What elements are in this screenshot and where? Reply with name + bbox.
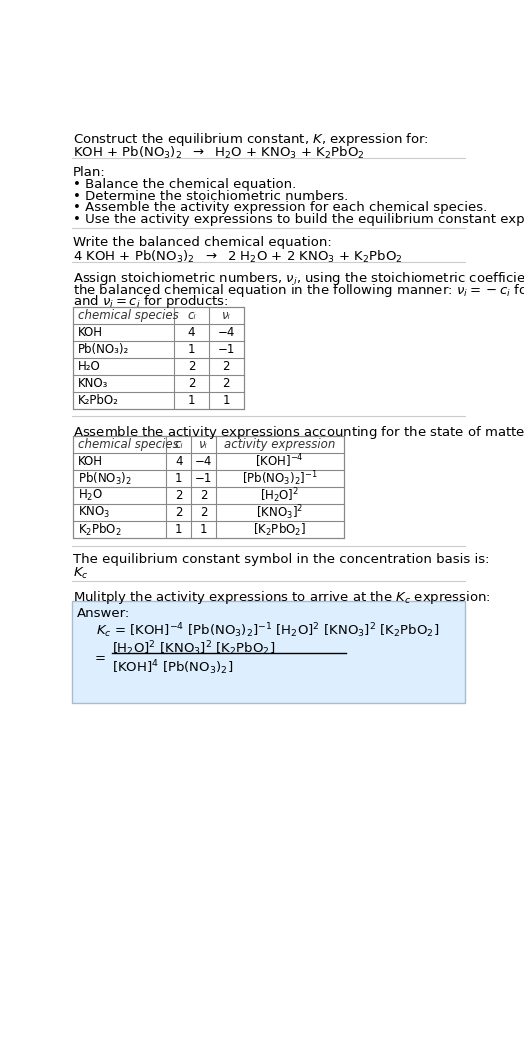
Text: KOH + Pb(NO$_3$)$_2$  $\rightarrow$  H$_2$O + KNO$_3$ + K$_2$PbO$_2$: KOH + Pb(NO$_3$)$_2$ $\rightarrow$ H$_2$…	[73, 144, 365, 161]
Text: KNO$_3$: KNO$_3$	[78, 505, 110, 521]
Text: the balanced chemical equation in the following manner: $\nu_i = -c_i$ for react: the balanced chemical equation in the fo…	[73, 281, 524, 299]
Text: 1: 1	[188, 394, 195, 407]
Text: 1: 1	[200, 523, 207, 536]
Text: Pb(NO$_3$)$_2$: Pb(NO$_3$)$_2$	[78, 471, 132, 486]
FancyBboxPatch shape	[72, 601, 465, 703]
Text: activity expression: activity expression	[224, 439, 335, 451]
Text: −1: −1	[217, 343, 235, 356]
Text: Assemble the activity expressions accounting for the state of matter and $\nu_i$: Assemble the activity expressions accoun…	[73, 424, 524, 441]
Text: [H$_2$O]$^2$ [KNO$_3$]$^2$ [K$_2$PbO$_2$]: [H$_2$O]$^2$ [KNO$_3$]$^2$ [K$_2$PbO$_2$…	[112, 640, 275, 658]
Text: Write the balanced chemical equation:: Write the balanced chemical equation:	[73, 236, 332, 249]
Text: cᵢ: cᵢ	[174, 439, 183, 451]
Text: H₂O: H₂O	[78, 360, 101, 372]
Text: H$_2$O: H$_2$O	[78, 488, 103, 503]
Text: [Pb(NO$_3$)$_2$]$^{-1}$: [Pb(NO$_3$)$_2$]$^{-1}$	[242, 470, 318, 488]
Text: • Assemble the activity expression for each chemical species.: • Assemble the activity expression for e…	[73, 201, 487, 215]
Text: Pb(NO₃)₂: Pb(NO₃)₂	[78, 343, 129, 356]
Text: The equilibrium constant symbol in the concentration basis is:: The equilibrium constant symbol in the c…	[73, 554, 490, 566]
Text: 2: 2	[200, 506, 207, 520]
Text: 1: 1	[175, 523, 182, 536]
Text: Plan:: Plan:	[73, 166, 106, 179]
Text: −1: −1	[195, 472, 212, 485]
Text: KNO₃: KNO₃	[78, 376, 108, 390]
Text: [KNO$_3$]$^2$: [KNO$_3$]$^2$	[256, 503, 303, 522]
Text: =: =	[95, 652, 106, 665]
Text: 4 KOH + Pb(NO$_3$)$_2$  $\rightarrow$  2 H$_2$O + 2 KNO$_3$ + K$_2$PbO$_2$: 4 KOH + Pb(NO$_3$)$_2$ $\rightarrow$ 2 H…	[73, 249, 403, 264]
Text: and $\nu_i = c_i$ for products:: and $\nu_i = c_i$ for products:	[73, 293, 229, 310]
Text: K₂PbO₂: K₂PbO₂	[78, 394, 119, 407]
Text: νᵢ: νᵢ	[222, 309, 231, 321]
Text: $K_c$ = [KOH]$^{-4}$ [Pb(NO$_3$)$_2$]$^{-1}$ [H$_2$O]$^2$ [KNO$_3$]$^2$ [K$_2$Pb: $K_c$ = [KOH]$^{-4}$ [Pb(NO$_3$)$_2$]$^{…	[96, 621, 440, 640]
Text: [K$_2$PbO$_2$]: [K$_2$PbO$_2$]	[253, 522, 307, 537]
Text: chemical species: chemical species	[78, 439, 179, 451]
Text: 2: 2	[175, 489, 182, 502]
Text: 1: 1	[223, 394, 230, 407]
Text: 1: 1	[175, 472, 182, 485]
Text: 2: 2	[188, 360, 195, 372]
Text: cᵢ: cᵢ	[187, 309, 196, 321]
Text: 4: 4	[188, 326, 195, 339]
Text: Assign stoichiometric numbers, $\nu_i$, using the stoichiometric coefficients, $: Assign stoichiometric numbers, $\nu_i$, …	[73, 270, 524, 287]
Text: 2: 2	[175, 506, 182, 520]
Text: [KOH]$^4$ [Pb(NO$_3$)$_2$]: [KOH]$^4$ [Pb(NO$_3$)$_2$]	[112, 658, 233, 677]
Bar	[73, 307, 244, 409]
Text: −4: −4	[195, 455, 212, 468]
Text: 4: 4	[175, 455, 182, 468]
Text: • Use the activity expressions to build the equilibrium constant expression.: • Use the activity expressions to build …	[73, 213, 524, 226]
Text: [KOH]$^{-4}$: [KOH]$^{-4}$	[255, 453, 304, 471]
Text: −4: −4	[217, 326, 235, 339]
Text: KOH: KOH	[78, 326, 103, 339]
Text: 2: 2	[188, 376, 195, 390]
Text: K$_2$PbO$_2$: K$_2$PbO$_2$	[78, 522, 122, 537]
Text: νᵢ: νᵢ	[199, 439, 208, 451]
Text: Construct the equilibrium constant, $K$, expression for:: Construct the equilibrium constant, $K$,…	[73, 131, 429, 147]
Text: 1: 1	[188, 343, 195, 356]
Text: chemical species: chemical species	[78, 309, 179, 321]
Text: KOH: KOH	[78, 455, 103, 468]
Text: Answer:: Answer:	[77, 608, 130, 620]
Text: 2: 2	[223, 376, 230, 390]
Text: • Balance the chemical equation.: • Balance the chemical equation.	[73, 178, 297, 192]
Text: $K_c$: $K_c$	[73, 565, 89, 581]
Text: • Determine the stoichiometric numbers.: • Determine the stoichiometric numbers.	[73, 190, 348, 203]
Text: Mulitply the activity expressions to arrive at the $K_c$ expression:: Mulitply the activity expressions to arr…	[73, 589, 491, 606]
Text: [H$_2$O]$^2$: [H$_2$O]$^2$	[260, 486, 299, 505]
Text: 2: 2	[223, 360, 230, 372]
Bar	[73, 437, 344, 538]
Text: 2: 2	[200, 489, 207, 502]
